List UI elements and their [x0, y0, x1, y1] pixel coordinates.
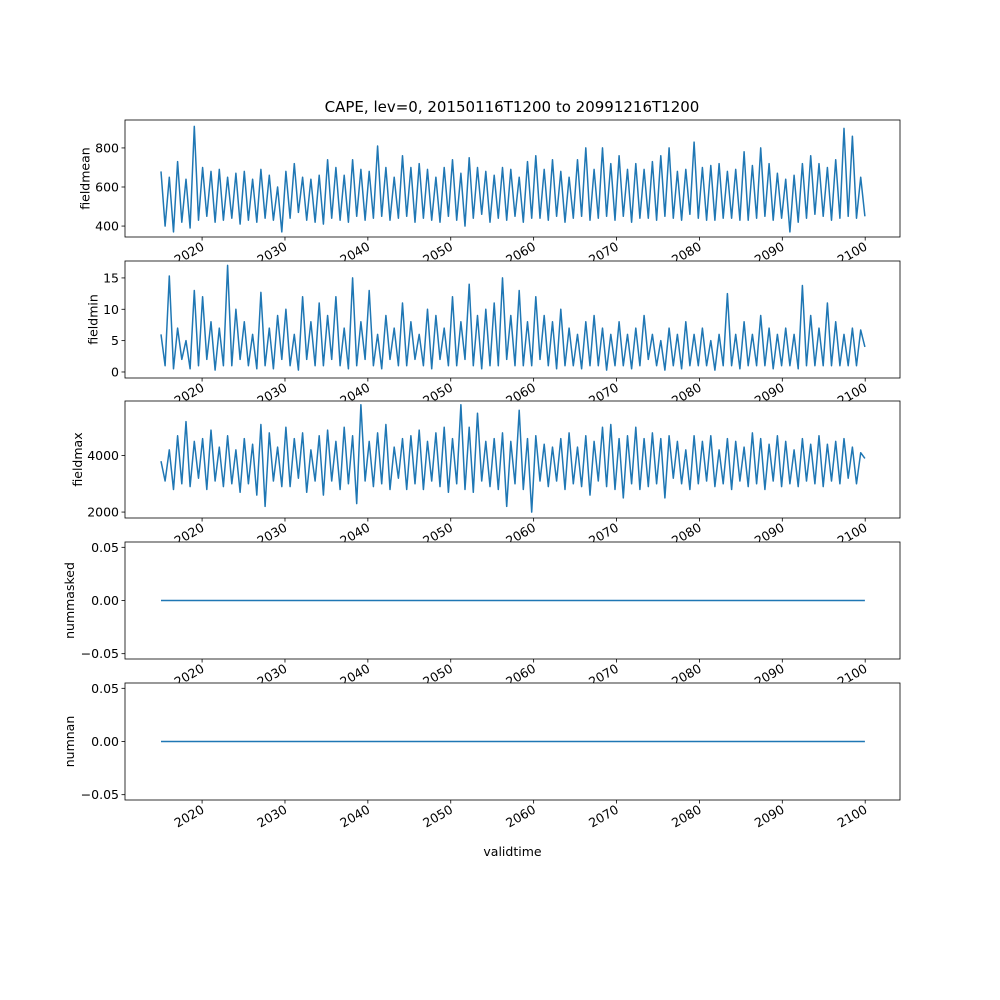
y-tick-label: 5: [111, 333, 119, 348]
y-axis-label: nummasked: [62, 562, 77, 639]
series-line-fieldmin: [160, 264, 866, 371]
chart-title: CAPE, lev=0, 20150116T1200 to 20991216T1…: [325, 98, 700, 116]
x-axis-label: validtime: [483, 844, 541, 859]
y-tick-label: 800: [95, 140, 119, 155]
y-tick-label: 4000: [87, 448, 119, 463]
y-axis-label: numnan: [62, 716, 77, 768]
series-line-fieldmean: [160, 125, 866, 233]
y-tick-label: 0: [111, 364, 119, 379]
series-line-fieldmax: [160, 403, 866, 513]
subplot-fieldmean: 2020 2030 2040 2050 2060 2070 2080 2090 21004006…: [78, 119, 901, 268]
y-tick-label: −0.05: [81, 787, 119, 802]
y-axis-label: fieldmax: [70, 432, 85, 486]
y-tick-label: 0.05: [91, 681, 119, 696]
y-tick-label: 0.00: [91, 593, 119, 608]
y-tick-label: 0.05: [91, 540, 119, 555]
subplot-numnan: 2020 2030 2040 2050 2060 2070 2080 2090 2100−0.0…: [62, 681, 901, 859]
axes-frame: [124, 119, 901, 238]
y-tick-label: 10: [103, 302, 119, 317]
axes-background: [125, 261, 900, 378]
axes-frame: [124, 260, 901, 379]
y-axis-label: fieldmean: [78, 147, 93, 209]
y-tick-label: 2000: [87, 505, 119, 520]
subplot-fieldmin: 2020 2030 2040 2050 2060 2070 2080 2090 21000510…: [85, 260, 901, 409]
y-tick-label: 0.00: [91, 734, 119, 749]
y-axis-label: fieldmin: [85, 294, 100, 345]
y-tick-label: 600: [95, 179, 119, 194]
axes-frame: [124, 400, 901, 519]
y-tick-label: 15: [103, 270, 119, 285]
y-tick-label: 400: [95, 219, 119, 234]
y-tick-label: −0.05: [81, 646, 119, 661]
axes-background: [125, 120, 900, 237]
